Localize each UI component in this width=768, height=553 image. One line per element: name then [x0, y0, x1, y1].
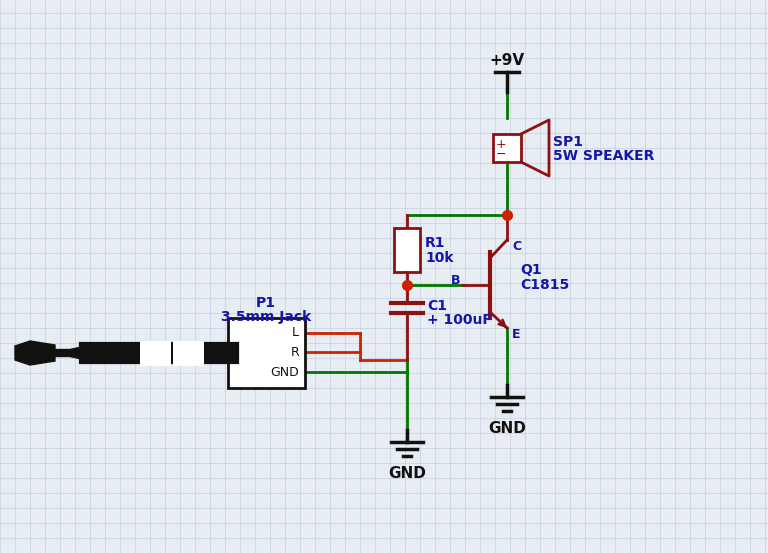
- Text: C1: C1: [427, 299, 447, 313]
- Text: −: −: [496, 148, 507, 160]
- Text: 5W SPEAKER: 5W SPEAKER: [553, 149, 654, 163]
- Text: GND: GND: [388, 466, 426, 481]
- Text: 10k: 10k: [425, 251, 453, 265]
- Text: B: B: [451, 274, 460, 286]
- Text: + 100uF: + 100uF: [427, 313, 492, 327]
- Text: SP1: SP1: [553, 135, 583, 149]
- Bar: [394, 228, 420, 272]
- Bar: [493, 134, 521, 162]
- Text: R: R: [290, 346, 299, 358]
- Text: C1815: C1815: [520, 278, 569, 292]
- Text: L: L: [292, 326, 299, 340]
- Text: +9V: +9V: [489, 53, 525, 68]
- Text: +: +: [496, 138, 507, 150]
- Text: E: E: [512, 328, 521, 342]
- Polygon shape: [55, 345, 90, 361]
- Text: GND: GND: [488, 421, 526, 436]
- Text: R1: R1: [425, 236, 445, 250]
- Text: 3.5mm Jack: 3.5mm Jack: [221, 310, 311, 324]
- Polygon shape: [15, 341, 30, 365]
- Text: Q1: Q1: [520, 263, 541, 277]
- Text: P1: P1: [256, 296, 276, 310]
- Text: C: C: [512, 241, 521, 253]
- Bar: [228, 318, 305, 388]
- Text: GND: GND: [270, 366, 299, 378]
- Polygon shape: [30, 341, 55, 365]
